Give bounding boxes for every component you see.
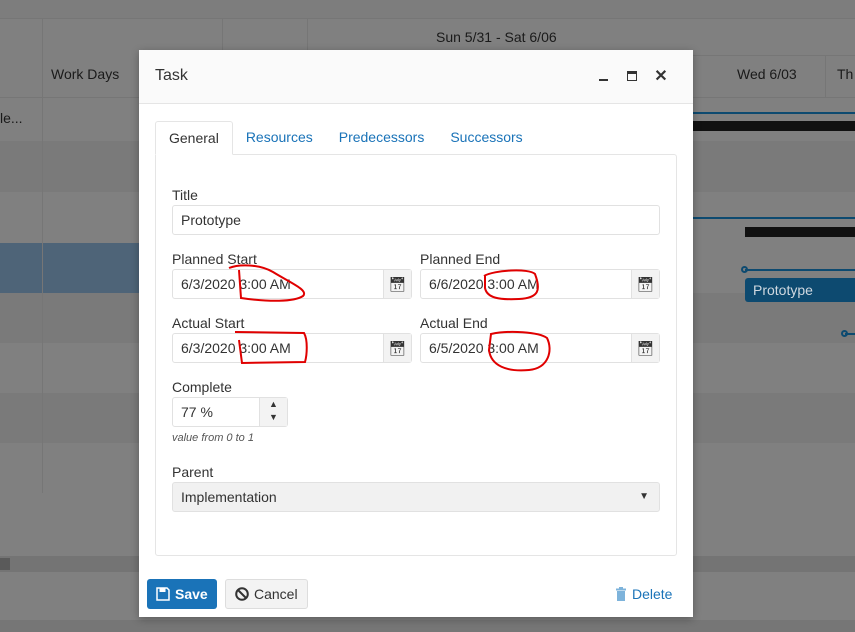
scrollbar-thumb[interactable] [0,558,10,570]
dropdown-arrow-icon: ▼ [639,491,649,502]
actual-start-label: Actual Start [172,315,245,331]
gantt-bar-prototype[interactable]: Prototype [745,278,855,302]
actual-end-input[interactable]: 6/5/2020 3:00 AM 📅︎ [420,333,660,363]
dialog-header: Task ✕ [139,50,693,104]
close-icon: ✕ [654,68,668,85]
cancel-button[interactable]: Cancel [225,579,308,609]
complete-hint: value from 0 to 1 [172,432,254,444]
tab-general[interactable]: General [155,121,233,155]
actual-start-input[interactable]: 6/3/2020 3:00 AM 📅︎ [172,333,412,363]
tab-resources[interactable]: Resources [245,129,313,145]
dialog-title: Task [155,67,188,84]
week-header: Sun 5/31 - Sat 6/06 [436,29,557,45]
tab-predecessors[interactable]: Predecessors [338,129,425,145]
calendar-icon[interactable]: 📅︎ [631,270,659,298]
save-icon [156,587,170,601]
save-button[interactable]: Save [147,579,217,609]
actual-end-label: Actual End [420,315,488,331]
tab-successors[interactable]: Successors [450,129,523,145]
calendar-icon[interactable]: 📅︎ [631,334,659,362]
planned-start-input[interactable]: 6/3/2020 3:00 AM 📅︎ [172,269,412,299]
parent-label: Parent [172,464,214,480]
day-header-thu: Th [837,66,854,82]
maximize-button[interactable] [622,66,642,86]
delete-button[interactable]: Delete [607,579,680,609]
maximize-icon [627,71,637,81]
close-button[interactable]: ✕ [651,66,671,86]
trash-icon [616,587,626,601]
planned-end-label: Planned End [420,251,501,267]
title-label: Title [172,187,198,203]
day-header-wed: Wed 6/03 [737,66,797,82]
title-input[interactable]: Prototype [172,205,660,235]
complete-stepper[interactable]: 77 % ▲ ▼ [172,397,288,427]
general-panel [155,154,677,556]
planned-start-label: Planned Start [172,251,257,267]
minimize-button[interactable] [593,66,613,86]
increment-arrow-icon[interactable]: ▲ [269,399,278,409]
parent-select[interactable]: Implementation ▼ [172,482,660,512]
decrement-arrow-icon[interactable]: ▼ [269,412,278,422]
task-dialog: Task ✕ General Resources Predecessors Su… [139,50,693,617]
task-name-truncated: le... [0,110,23,126]
calendar-icon[interactable]: 📅︎ [383,334,411,362]
complete-label: Complete [172,379,232,395]
calendar-icon[interactable]: 📅︎ [383,270,411,298]
cancel-icon [235,587,249,601]
minimize-icon [598,79,608,81]
column-header-work-days: Work Days [51,66,120,82]
planned-end-input[interactable]: 6/6/2020 3:00 AM 📅︎ [420,269,660,299]
tab-bar: General Resources Predecessors Successor… [155,121,536,155]
